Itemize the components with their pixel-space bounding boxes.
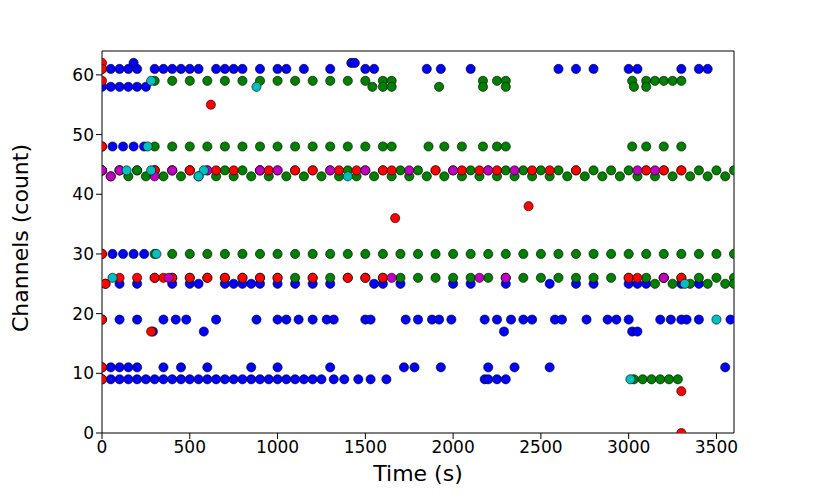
svg-text:2000: 2000 bbox=[431, 437, 474, 457]
svg-text:0: 0 bbox=[97, 437, 108, 457]
svg-text:500: 500 bbox=[174, 437, 206, 457]
svg-text:10: 10 bbox=[72, 363, 94, 383]
svg-text:0: 0 bbox=[83, 423, 94, 443]
svg-text:30: 30 bbox=[72, 244, 94, 264]
svg-text:60: 60 bbox=[72, 65, 94, 85]
svg-text:1000: 1000 bbox=[256, 437, 299, 457]
svg-text:Time (s): Time (s) bbox=[372, 461, 462, 486]
svg-text:1500: 1500 bbox=[344, 437, 387, 457]
svg-text:50: 50 bbox=[72, 125, 94, 145]
svg-text:3500: 3500 bbox=[695, 437, 738, 457]
svg-text:Channels (count): Channels (count) bbox=[8, 144, 33, 332]
svg-text:40: 40 bbox=[72, 184, 94, 204]
svg-text:20: 20 bbox=[72, 304, 94, 324]
svg-text:2500: 2500 bbox=[519, 437, 562, 457]
svg-text:3000: 3000 bbox=[607, 437, 650, 457]
